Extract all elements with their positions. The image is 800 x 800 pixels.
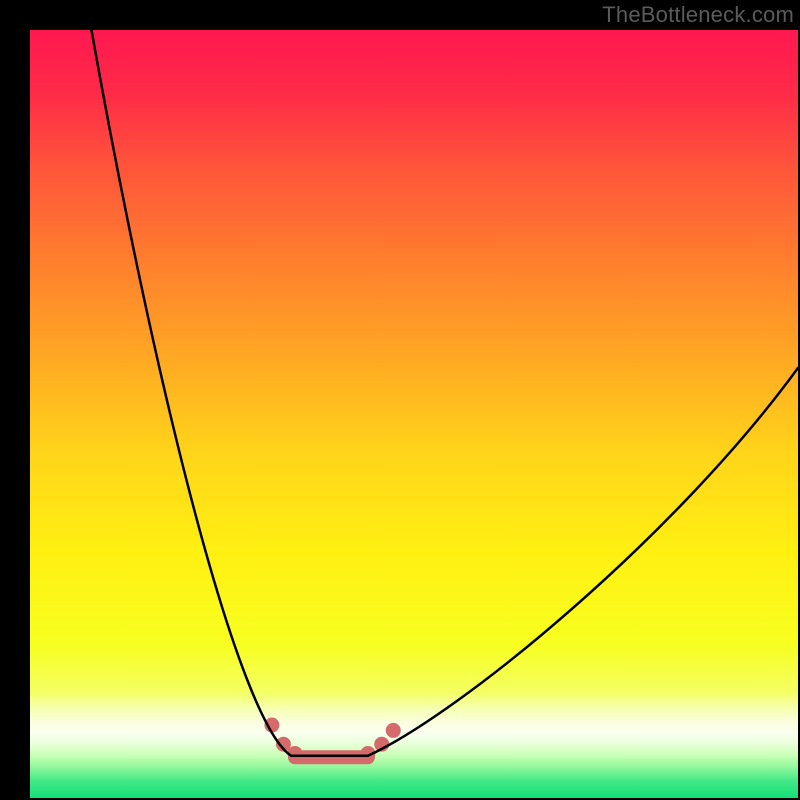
- bottleneck-chart-svg: [0, 0, 800, 800]
- plot-background: [30, 30, 798, 798]
- valley-dot: [386, 723, 401, 738]
- chart-root: TheBottleneck.com: [0, 0, 800, 800]
